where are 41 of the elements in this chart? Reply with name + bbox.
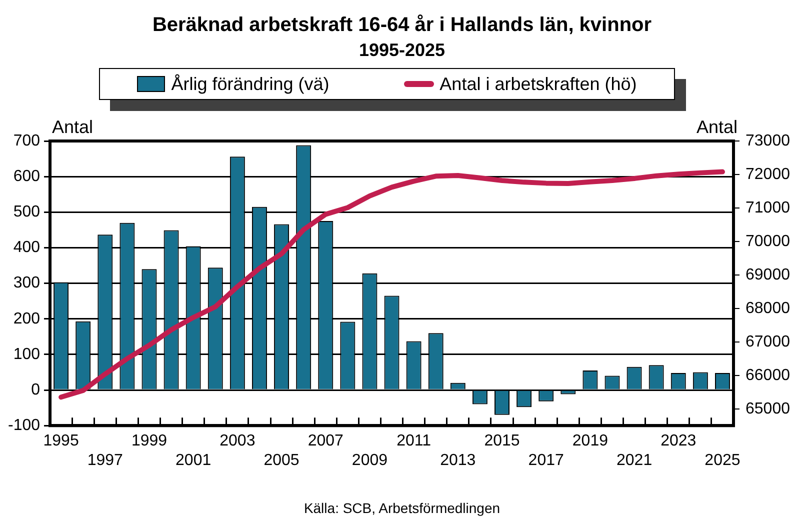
y-tick-label: 100 — [13, 346, 40, 363]
legend-label: Antal i arbetskraften (hö) — [440, 74, 637, 94]
x-tick-label: 2003 — [220, 432, 256, 450]
y2-tick-label: 73000 — [746, 132, 790, 150]
x-tick-label: 1997 — [87, 452, 124, 469]
x-tick-label: 1995 — [43, 432, 79, 450]
y-tick-label: 500 — [13, 204, 40, 221]
x-tick-label: 2025 — [704, 452, 740, 469]
x-tick-label: 2001 — [176, 452, 212, 469]
x-tick-label: 2023 — [660, 432, 696, 450]
x-tick-label: 2009 — [352, 452, 388, 469]
x-tick-label: 2007 — [308, 432, 344, 450]
y2-axis-title: Antal — [696, 116, 738, 137]
x-tick-label: 2017 — [528, 452, 564, 469]
y-tick-label: 400 — [13, 239, 40, 256]
y-tick-label: -100 — [8, 417, 40, 434]
y2-tick-label: 72000 — [746, 166, 790, 183]
chart-subtitle: 1995-2025 — [358, 40, 446, 61]
y-tick-label: 700 — [13, 132, 40, 150]
y-tick-label: 600 — [13, 168, 40, 185]
y2-tick-label: 70000 — [746, 232, 790, 250]
x-tick-label: 2011 — [396, 432, 432, 450]
y-tick-label: 0 — [31, 381, 40, 398]
chart-title: Beräknad arbetskraft 16-64 år i Hallands län, kvinnor — [151, 14, 653, 37]
y2-tick-label: 66000 — [746, 366, 790, 384]
y2-tick-label: 67000 — [746, 333, 790, 350]
x-tick-label: 1999 — [131, 432, 168, 450]
x-tick-label: 2005 — [264, 452, 300, 469]
legend-label: Årlig förändring (vä) — [171, 74, 330, 94]
y-tick-label: 300 — [13, 274, 40, 292]
x-tick-label: 2013 — [440, 452, 476, 469]
x-tick-label: 2015 — [484, 432, 520, 450]
y2-tick-label: 69000 — [746, 266, 790, 284]
y2-tick-label: 71000 — [746, 199, 790, 216]
x-tick-label: 2019 — [572, 432, 608, 450]
text: Källa: SCB, Arbetsförmedlingen — [302, 500, 502, 516]
x-tick-label: 2021 — [616, 452, 652, 469]
y2-tick-label: 68000 — [746, 300, 790, 317]
y2-tick-label: 65000 — [746, 400, 790, 418]
y-tick-label: 200 — [13, 310, 40, 328]
y-axis-title: Antal — [52, 116, 94, 137]
